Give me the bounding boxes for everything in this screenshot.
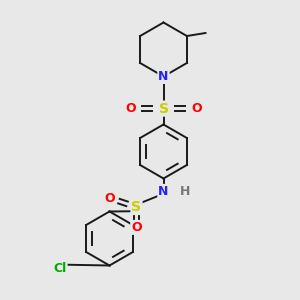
Text: N: N: [158, 185, 169, 198]
Text: S: S: [131, 200, 142, 214]
Text: O: O: [125, 102, 136, 115]
Text: O: O: [131, 221, 142, 234]
Text: H: H: [180, 185, 190, 198]
Text: Cl: Cl: [53, 262, 67, 275]
Text: O: O: [104, 191, 115, 205]
Text: O: O: [191, 102, 202, 115]
Text: S: S: [158, 102, 169, 116]
Text: N: N: [158, 70, 169, 83]
